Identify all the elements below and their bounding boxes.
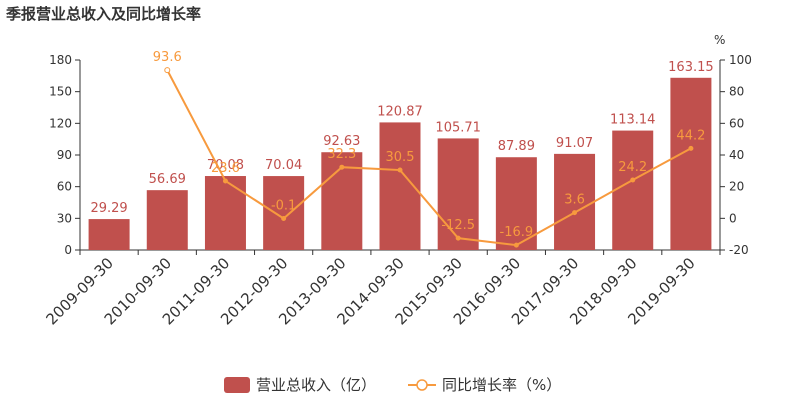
revenue-bar-label: 70.04	[265, 158, 302, 173]
right-axis-tick-label: 0	[729, 211, 737, 225]
growth-label: 3.6	[564, 193, 585, 208]
growth-point	[455, 235, 461, 241]
growth-point	[339, 164, 345, 170]
growth-point	[688, 145, 694, 151]
bar-series	[88, 77, 712, 251]
legend-bar-label: 营业总收入（亿）	[256, 376, 376, 394]
right-axis-tick-label: 100	[729, 53, 752, 67]
growth-label: 44.2	[676, 128, 705, 143]
growth-label: 23.6	[211, 161, 240, 176]
growth-point	[630, 177, 636, 183]
left-axis-tick-label: 60	[57, 180, 72, 194]
growth-point	[572, 210, 578, 216]
revenue-bar-label: 113.14	[610, 113, 656, 128]
growth-label: -16.9	[500, 225, 534, 240]
left-axis-tick-label: 180	[49, 53, 72, 67]
revenue-bar-label: 163.15	[668, 60, 714, 75]
revenue-bar	[263, 176, 305, 250]
revenue-bar-label: 87.89	[498, 139, 535, 154]
revenue-bar	[146, 190, 188, 250]
right-axis-tick-label: -20	[729, 243, 749, 257]
revenue-bar	[612, 130, 654, 250]
growth-label: -12.5	[441, 218, 475, 233]
right-axis-tick-label: 80	[729, 85, 744, 99]
growth-label: 24.2	[618, 160, 647, 175]
right-axis-tick-label: 40	[729, 148, 744, 162]
right-axis-tick-label: 20	[729, 180, 744, 194]
growth-label: 32.3	[327, 147, 356, 162]
line-series: 93.6 23.6 -0.1 32.3 30.5 -12.5 -16.9 3.6 24.2 44.…	[153, 50, 705, 248]
left-axis-tick-label: 120	[49, 116, 72, 130]
chart-title: 季报营业总收入及同比增长率	[6, 5, 201, 23]
revenue-bar	[495, 157, 537, 250]
right-axis-tick-label: 60	[729, 116, 744, 130]
revenue-bar	[670, 77, 712, 251]
revenue-bar-label: 56.69	[149, 172, 186, 187]
revenue-bar	[554, 153, 596, 250]
revenue-bar	[437, 138, 479, 250]
revenue-bar-label: 29.29	[90, 201, 127, 216]
left-axis-tick-label: 30	[57, 211, 72, 225]
revenue-bar-label: 120.87	[377, 104, 423, 119]
right-axis-unit: %	[714, 33, 725, 47]
revenue-bar	[88, 219, 130, 250]
growth-label: 30.5	[386, 150, 415, 165]
legend-line-marker	[416, 379, 428, 391]
x-axis-ticks: 2009-09-302010-09-302011-09-302012-09-30…	[43, 254, 699, 328]
growth-point	[281, 215, 287, 221]
growth-line	[166, 69, 692, 247]
growth-label: 93.6	[153, 50, 182, 65]
growth-point	[164, 67, 171, 74]
revenue-bar-label: 91.07	[556, 136, 593, 151]
left-axis-tick-label: 0	[64, 243, 72, 257]
left-axis-tick-label: 90	[57, 148, 72, 162]
revenue-bar	[204, 176, 246, 250]
growth-label: -0.1	[271, 198, 296, 213]
legend-line-label: 同比增长率（%）	[442, 376, 561, 394]
legend[interactable]: 营业总收入（亿） 同比增长率（%）	[224, 376, 561, 394]
left-axis-tick-label: 150	[49, 85, 72, 99]
revenue-bar-label: 105.71	[435, 120, 481, 135]
legend-bar-swatch	[224, 377, 250, 393]
growth-point	[222, 178, 228, 184]
growth-point	[513, 242, 519, 248]
growth-point	[397, 167, 403, 173]
revenue-bar-label: 92.63	[323, 134, 360, 149]
